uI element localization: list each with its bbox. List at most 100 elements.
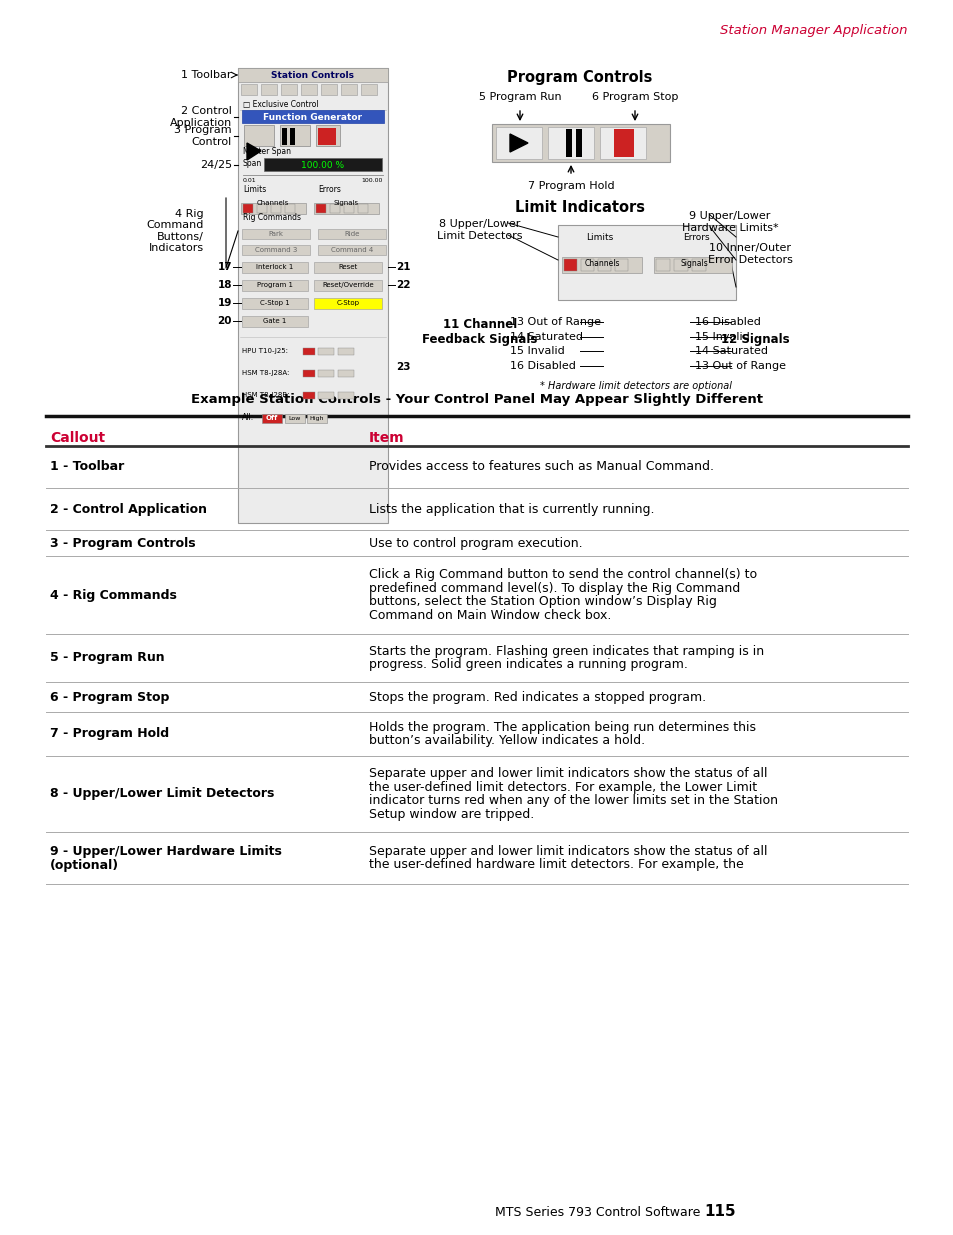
Text: 1 - Toolbar: 1 - Toolbar (50, 461, 124, 473)
Text: 23: 23 (395, 362, 410, 372)
Polygon shape (510, 135, 527, 152)
Bar (337, 370, 354, 377)
Text: All:: All: (242, 414, 254, 422)
Text: High: High (310, 416, 324, 421)
Bar (357, 204, 368, 212)
Text: Starts the program. Flashing green indicates that ramping is in: Starts the program. Flashing green indic… (369, 645, 763, 658)
Text: Limit Indicators: Limit Indicators (515, 200, 644, 215)
Text: Low: Low (289, 416, 301, 421)
Text: predefined command level(s). To display the Rig Command: predefined command level(s). To display … (369, 582, 740, 595)
Bar (317, 128, 335, 144)
Bar (243, 204, 253, 212)
Text: Holds the program. The application being run determines this: Holds the program. The application being… (369, 721, 755, 734)
Bar (317, 245, 386, 254)
Text: Ride: Ride (344, 231, 359, 237)
Text: 5 - Program Run: 5 - Program Run (50, 652, 165, 664)
Text: 14 Saturated: 14 Saturated (695, 346, 767, 356)
Text: □ Exclusive Control: □ Exclusive Control (243, 100, 318, 110)
Text: 0.01: 0.01 (243, 179, 256, 184)
Text: Station Controls: Station Controls (272, 70, 355, 79)
Bar (317, 391, 334, 399)
Text: 15 Invalid: 15 Invalid (510, 346, 564, 356)
Text: Stops the program. Red indicates a stopped program.: Stops the program. Red indicates a stopp… (369, 690, 705, 704)
Text: MTS Series 793 Control Software: MTS Series 793 Control Software (494, 1205, 700, 1219)
Bar (492, 124, 669, 162)
Text: HPU T10-J25:: HPU T10-J25: (242, 348, 288, 354)
Bar (264, 158, 381, 170)
Text: Gate 1: Gate 1 (263, 317, 287, 324)
Bar (303, 348, 314, 354)
Text: Callout: Callout (50, 431, 105, 445)
Bar (285, 204, 294, 212)
Polygon shape (247, 143, 261, 161)
Text: Channels: Channels (256, 200, 289, 206)
Bar (315, 204, 326, 212)
Text: Off: Off (266, 415, 278, 421)
Bar (673, 259, 687, 270)
Text: Errors: Errors (317, 185, 340, 194)
Bar (314, 298, 381, 309)
Bar (337, 391, 354, 399)
Text: Rig Commands: Rig Commands (243, 212, 301, 221)
Text: 17: 17 (217, 262, 232, 272)
Text: 2 Control
Application: 2 Control Application (170, 106, 232, 127)
Text: C-Stop 1: C-Stop 1 (260, 300, 290, 306)
Text: 19: 19 (217, 298, 232, 308)
Bar (285, 414, 305, 424)
Text: 12 Signals: 12 Signals (720, 333, 788, 347)
Bar (303, 370, 314, 377)
Bar (547, 127, 594, 159)
Bar (563, 259, 577, 270)
Text: 20: 20 (217, 316, 232, 326)
Text: Program 1: Program 1 (256, 282, 293, 288)
Text: Separate upper and lower limit indicators show the status of all: Separate upper and lower limit indicator… (369, 767, 767, 781)
Bar (496, 127, 541, 159)
Bar (317, 228, 386, 240)
Text: Provides access to features such as Manual Command.: Provides access to features such as Manu… (369, 461, 713, 473)
Text: button’s availability. Yellow indicates a hold.: button’s availability. Yellow indicates … (369, 735, 644, 747)
Text: 3 Program
Control: 3 Program Control (174, 125, 232, 147)
Text: 22: 22 (395, 280, 410, 290)
Text: the user-defined hardware limit detectors. For example, the: the user-defined hardware limit detector… (369, 858, 743, 871)
Bar (614, 128, 634, 157)
Text: 2 - Control Application: 2 - Control Application (50, 503, 207, 515)
Bar (344, 204, 354, 212)
Text: 15 Invalid: 15 Invalid (695, 332, 749, 342)
Text: Item: Item (369, 431, 404, 445)
Text: 100.00: 100.00 (361, 179, 382, 184)
Text: 6 - Program Stop: 6 - Program Stop (50, 690, 170, 704)
Bar (261, 84, 276, 95)
Text: Program Controls: Program Controls (507, 70, 652, 85)
Bar (691, 259, 705, 270)
Bar (242, 245, 310, 254)
Text: 10 Inner/Outer
Error Detectors: 10 Inner/Outer Error Detectors (707, 243, 792, 264)
Bar (315, 125, 339, 146)
Bar (558, 225, 735, 300)
Bar (599, 127, 645, 159)
Text: 16 Disabled: 16 Disabled (510, 361, 576, 370)
Bar (242, 262, 308, 273)
Text: 9 - Upper/Lower Hardware Limits: 9 - Upper/Lower Hardware Limits (50, 845, 281, 857)
Bar (242, 298, 308, 309)
Text: HSM T8-J28A:: HSM T8-J28A: (242, 370, 289, 375)
Text: Click a Rig Command button to send the control channel(s) to: Click a Rig Command button to send the c… (369, 568, 757, 582)
Bar (656, 259, 669, 270)
Bar (314, 280, 381, 291)
Bar (317, 370, 334, 377)
Text: the user-defined limit detectors. For example, the Lower Limit: the user-defined limit detectors. For ex… (369, 781, 757, 794)
Text: Command 4: Command 4 (331, 247, 373, 253)
Text: Function Generator: Function Generator (263, 112, 362, 121)
Text: 24/25: 24/25 (200, 161, 232, 170)
Bar (340, 84, 356, 95)
Text: 9 Upper/Lower
Hardware Limits*: 9 Upper/Lower Hardware Limits* (681, 211, 778, 233)
Bar (242, 280, 308, 291)
Text: Station Manager Application: Station Manager Application (720, 23, 907, 37)
Text: Example Station Controls - Your Control Panel May Appear Slightly Different: Example Station Controls - Your Control … (191, 394, 762, 406)
Text: 100.00 %: 100.00 % (301, 161, 344, 169)
Bar (237, 68, 388, 82)
Text: 11 Channel
Feedback Signals: 11 Channel Feedback Signals (422, 317, 537, 346)
Bar (561, 257, 641, 273)
Bar (290, 128, 294, 144)
Text: Reset/Override: Reset/Override (322, 282, 374, 288)
Text: 13 Out of Range: 13 Out of Range (695, 361, 785, 370)
